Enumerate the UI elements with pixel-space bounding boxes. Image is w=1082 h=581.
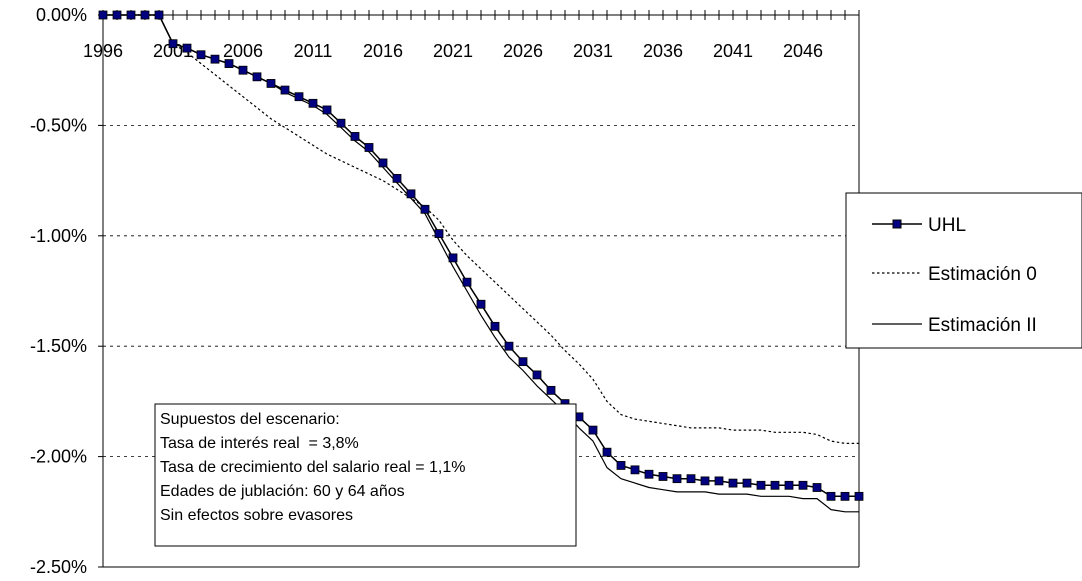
y-tick-label: -1.50% — [30, 336, 87, 356]
uhl-data-point — [532, 370, 542, 380]
annotation-line: Tasa de crecimiento del salario real = 1… — [160, 459, 466, 476]
uhl-data-point — [840, 491, 850, 501]
uhl-data-point — [714, 476, 724, 486]
uhl-data-point — [322, 105, 332, 115]
x-tick-label: 2031 — [573, 41, 613, 61]
x-tick-label: 2011 — [294, 41, 333, 61]
uhl-data-point — [434, 229, 444, 238]
legend-label-uhl: UHL — [928, 215, 966, 236]
y-tick-label: -2.50% — [30, 557, 87, 577]
axes — [98, 10, 860, 568]
legend: UHL Estimación 0 Estimación II — [845, 192, 1082, 349]
legend-swatch-uhl-marker — [892, 219, 902, 229]
y-axis-tick-labels: 0.00% -0.50% -1.00% -1.50% -2.00% -2.50% — [30, 5, 87, 577]
uhl-data-point — [812, 483, 822, 492]
uhl-data-point — [98, 10, 108, 20]
uhl-data-point — [378, 158, 388, 168]
uhl-data-point — [504, 341, 514, 351]
uhl-data-point — [140, 10, 150, 20]
x-tick-label: 2046 — [783, 41, 823, 61]
uhl-data-point — [546, 385, 556, 395]
uhl-data-point — [308, 98, 318, 108]
annotation-line: Supuestos del escenario: — [160, 411, 340, 428]
series-lines — [98, 10, 864, 513]
uhl-data-point — [588, 425, 598, 435]
uhl-data-point — [294, 92, 304, 102]
x-tick-label: 2006 — [223, 41, 263, 61]
uhl-data-point — [252, 72, 262, 82]
annotation-line: Sin efectos sobre evasores — [160, 507, 353, 524]
series-line-estimaci-n-0 — [103, 14, 859, 444]
uhl-data-point — [518, 357, 528, 367]
uhl-data-point — [602, 447, 612, 457]
uhl-data-point — [784, 480, 794, 490]
uhl-data-point — [826, 491, 836, 501]
x-tick-label: 1996 — [83, 41, 123, 61]
uhl-data-point — [266, 79, 276, 88]
x-tick-label: 2041 — [713, 41, 753, 61]
uhl-data-point — [182, 43, 192, 53]
uhl-data-point — [798, 480, 808, 490]
uhl-data-point — [742, 478, 752, 488]
x-tick-label: 2021 — [433, 41, 473, 61]
uhl-data-point — [350, 132, 360, 141]
uhl-data-point — [406, 189, 416, 199]
legend-box — [845, 192, 1082, 349]
uhl-data-point — [224, 59, 234, 68]
uhl-data-point — [700, 476, 710, 486]
uhl-data-point — [686, 474, 696, 484]
uhl-data-point — [630, 465, 640, 475]
uhl-data-point — [476, 299, 486, 309]
uhl-data-point — [854, 491, 864, 501]
uhl-data-point — [728, 478, 738, 488]
legend-label-estimacion-0: Estimación 0 — [928, 264, 1037, 285]
uhl-data-point — [756, 480, 766, 490]
uhl-data-point — [168, 39, 178, 49]
uhl-data-point — [364, 143, 374, 152]
uhl-data-point — [644, 469, 654, 479]
uhl-data-point — [616, 461, 626, 470]
x-tick-label: 2026 — [503, 41, 543, 61]
uhl-data-point — [336, 118, 346, 128]
uhl-data-point — [126, 10, 136, 20]
uhl-data-point — [420, 204, 430, 214]
scenario-annotation: Supuestos del escenario: Tasa de interés… — [154, 403, 577, 547]
x-axis-tick-labels: 1996 2001 2006 2011 2016 2021 2026 2031 2036 2041… — [83, 41, 823, 61]
legend-label-estimacion-ii: Estimación II — [928, 315, 1037, 336]
y-tick-label: -0.50% — [30, 115, 87, 135]
uhl-data-point — [392, 173, 402, 183]
uhl-data-point — [196, 50, 206, 60]
uhl-data-point — [490, 321, 500, 331]
y-tick-label: -1.00% — [30, 226, 87, 246]
uhl-data-point — [154, 10, 164, 20]
annotation-line: Edades de jublación: 60 y 64 años — [160, 483, 405, 500]
uhl-data-point — [770, 480, 780, 490]
uhl-data-point — [462, 277, 472, 287]
annotation-box — [154, 403, 577, 547]
y-tick-label: -2.00% — [30, 447, 87, 467]
uhl-data-point — [238, 65, 248, 75]
y-tick-label: 0.00% — [36, 5, 87, 25]
uhl-data-point — [280, 85, 290, 95]
annotation-line: Tasa de interés real = 3,8% — [160, 435, 359, 452]
uhl-data-point — [658, 472, 668, 481]
uhl-data-point — [112, 10, 122, 20]
uhl-data-point — [210, 54, 220, 64]
uhl-data-point — [448, 253, 458, 263]
x-tick-label: 2036 — [643, 41, 683, 61]
uhl-data-point — [672, 474, 682, 484]
x-tick-label: 2016 — [363, 41, 403, 61]
